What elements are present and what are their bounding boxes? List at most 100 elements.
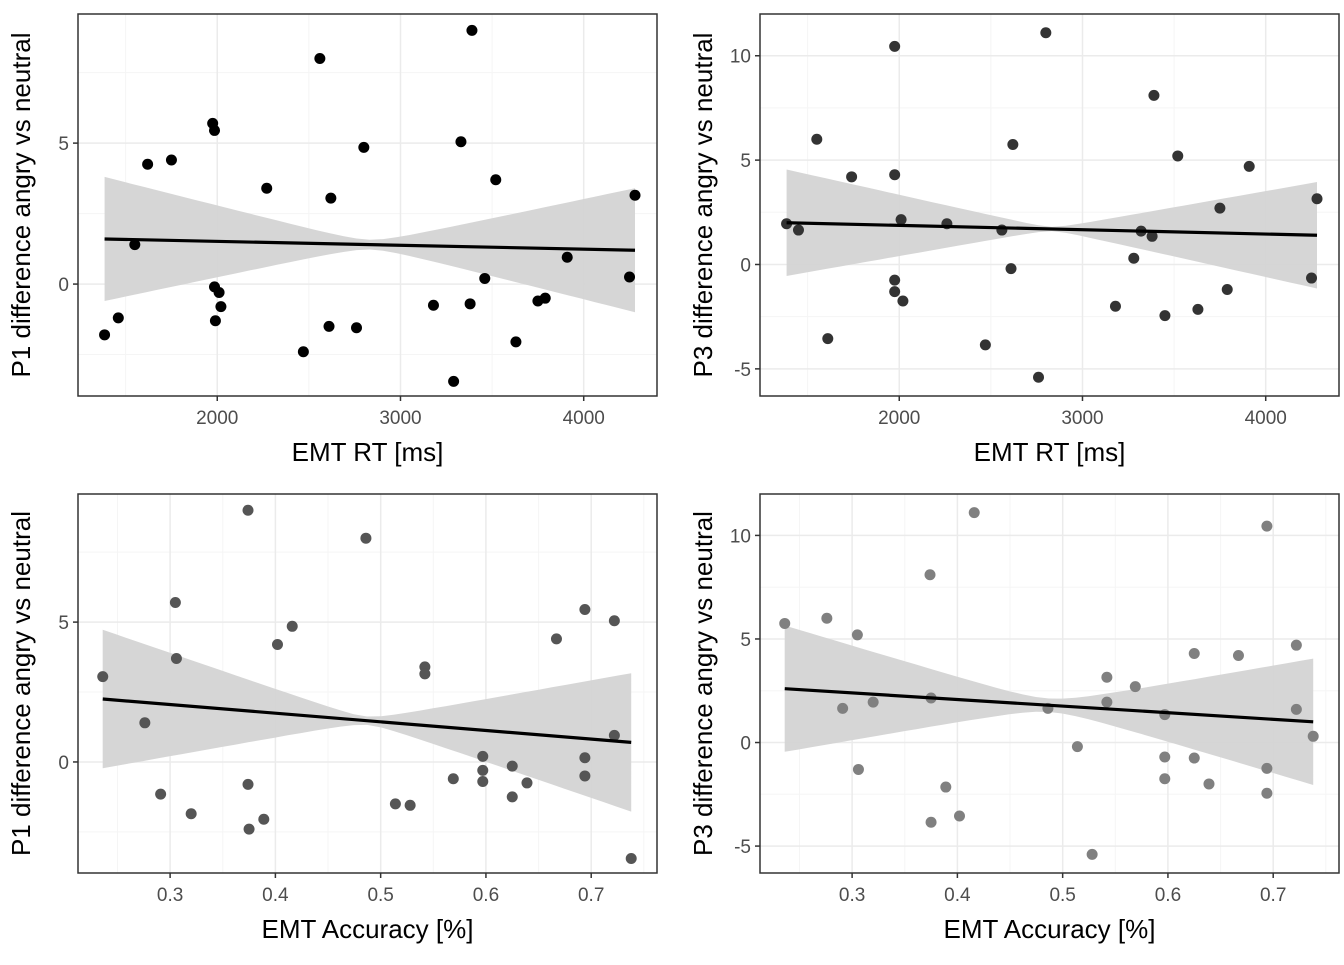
regression-line xyxy=(102,697,632,744)
data-point xyxy=(1306,272,1318,284)
data-point xyxy=(1188,752,1200,764)
data-point xyxy=(821,612,833,624)
data-point xyxy=(1101,671,1113,683)
x-tick-label: 4000 xyxy=(563,408,605,429)
data-point xyxy=(351,322,363,334)
data-point xyxy=(579,752,591,764)
data-point xyxy=(624,271,636,283)
data-point xyxy=(242,504,254,516)
data-point xyxy=(924,569,936,581)
data-point xyxy=(867,696,879,708)
data-point xyxy=(1311,193,1323,205)
data-point xyxy=(185,808,197,820)
x-tick-label: 4000 xyxy=(1245,408,1287,429)
data-point xyxy=(1128,252,1140,264)
data-point xyxy=(1146,230,1158,242)
data-point xyxy=(1101,696,1113,708)
data-point xyxy=(447,773,459,785)
data-point xyxy=(1203,778,1215,790)
regression-line xyxy=(784,687,1314,724)
data-point xyxy=(1086,848,1098,860)
data-point xyxy=(925,816,937,828)
data-point xyxy=(213,287,225,299)
data-point xyxy=(1221,284,1233,296)
data-point xyxy=(811,133,823,145)
data-point xyxy=(1005,263,1017,275)
data-point xyxy=(792,224,804,236)
x-tick-label: 0.7 xyxy=(578,885,604,906)
data-point xyxy=(477,776,489,788)
y-tick-label: 10 xyxy=(730,47,751,68)
data-point xyxy=(608,615,620,627)
data-point xyxy=(1148,89,1160,101)
x-tick-label: 0.4 xyxy=(262,885,289,906)
data-point xyxy=(243,823,255,835)
data-point xyxy=(323,320,335,332)
data-point xyxy=(1261,520,1273,532)
data-point xyxy=(608,729,620,741)
data-point xyxy=(286,620,298,632)
x-tick-label: 2000 xyxy=(196,408,238,429)
y-tick-label: -5 xyxy=(734,837,751,858)
data-point xyxy=(448,375,460,387)
data-point xyxy=(404,799,416,811)
data-point xyxy=(477,750,489,762)
y-tick-label: 0 xyxy=(740,255,751,276)
panel-border xyxy=(77,493,658,874)
x-tick-label: 0.6 xyxy=(473,885,499,906)
panel-3: 0.3 0.4 0.5 0.6 0.7 0 5 EMT Accuracy [%] P1 diff… xyxy=(6,493,658,944)
data-point xyxy=(389,798,401,810)
y-tick-label: -5 xyxy=(734,360,751,381)
data-point xyxy=(261,182,273,194)
data-point xyxy=(625,852,637,864)
x-tick-label: 0.4 xyxy=(944,885,971,906)
x-axis-title: EMT RT [ms] xyxy=(974,437,1126,467)
x-tick-label: 0.3 xyxy=(157,885,183,906)
x-axis-title: EMT Accuracy [%] xyxy=(262,914,474,944)
data-point xyxy=(1033,371,1045,383)
data-point xyxy=(579,770,591,782)
data-point xyxy=(112,312,124,324)
data-point xyxy=(889,40,901,52)
x-tick-label: 0.6 xyxy=(1155,885,1181,906)
panel-1: 2000 3000 4000 0 5 EMT RT [ms] P1 difference a… xyxy=(6,13,658,467)
data-point xyxy=(889,274,901,286)
x-tick-label: 0.5 xyxy=(367,885,393,906)
data-point xyxy=(979,339,991,351)
data-point xyxy=(1232,650,1244,662)
data-point xyxy=(506,791,518,803)
data-point xyxy=(579,604,591,616)
data-point xyxy=(325,192,337,204)
data-point xyxy=(97,671,109,683)
y-tick-label: 5 xyxy=(58,613,69,634)
data-point xyxy=(889,169,901,181)
y-tick-label: 0 xyxy=(740,734,751,755)
data-point xyxy=(165,154,177,166)
data-point xyxy=(1159,751,1171,763)
data-point xyxy=(242,778,254,790)
data-points xyxy=(99,24,641,387)
data-point xyxy=(846,171,858,183)
regression-line xyxy=(104,237,636,252)
panel-border xyxy=(77,13,658,397)
data-point xyxy=(258,813,270,825)
data-point xyxy=(953,810,965,822)
data-point xyxy=(427,299,439,311)
y-tick-label: 0 xyxy=(58,753,69,774)
data-point xyxy=(1243,160,1255,172)
data-point xyxy=(169,597,181,609)
data-point xyxy=(1192,303,1204,315)
data-point xyxy=(464,298,476,310)
panel-4: 0.3 0.4 0.5 0.6 0.7 -5 0 5 10 EMT Accuracy [%] P3 … xyxy=(688,493,1340,944)
data-point xyxy=(561,251,573,263)
y-tick-label: 5 xyxy=(58,134,69,155)
y-tick-label: 5 xyxy=(740,151,751,172)
data-point xyxy=(490,174,502,186)
data-point xyxy=(271,638,283,650)
data-point xyxy=(215,301,227,313)
x-tick-label: 0.5 xyxy=(1049,885,1075,906)
data-point xyxy=(897,295,909,307)
y-tick-label: 10 xyxy=(730,526,751,547)
x-tick-label: 2000 xyxy=(878,408,920,429)
